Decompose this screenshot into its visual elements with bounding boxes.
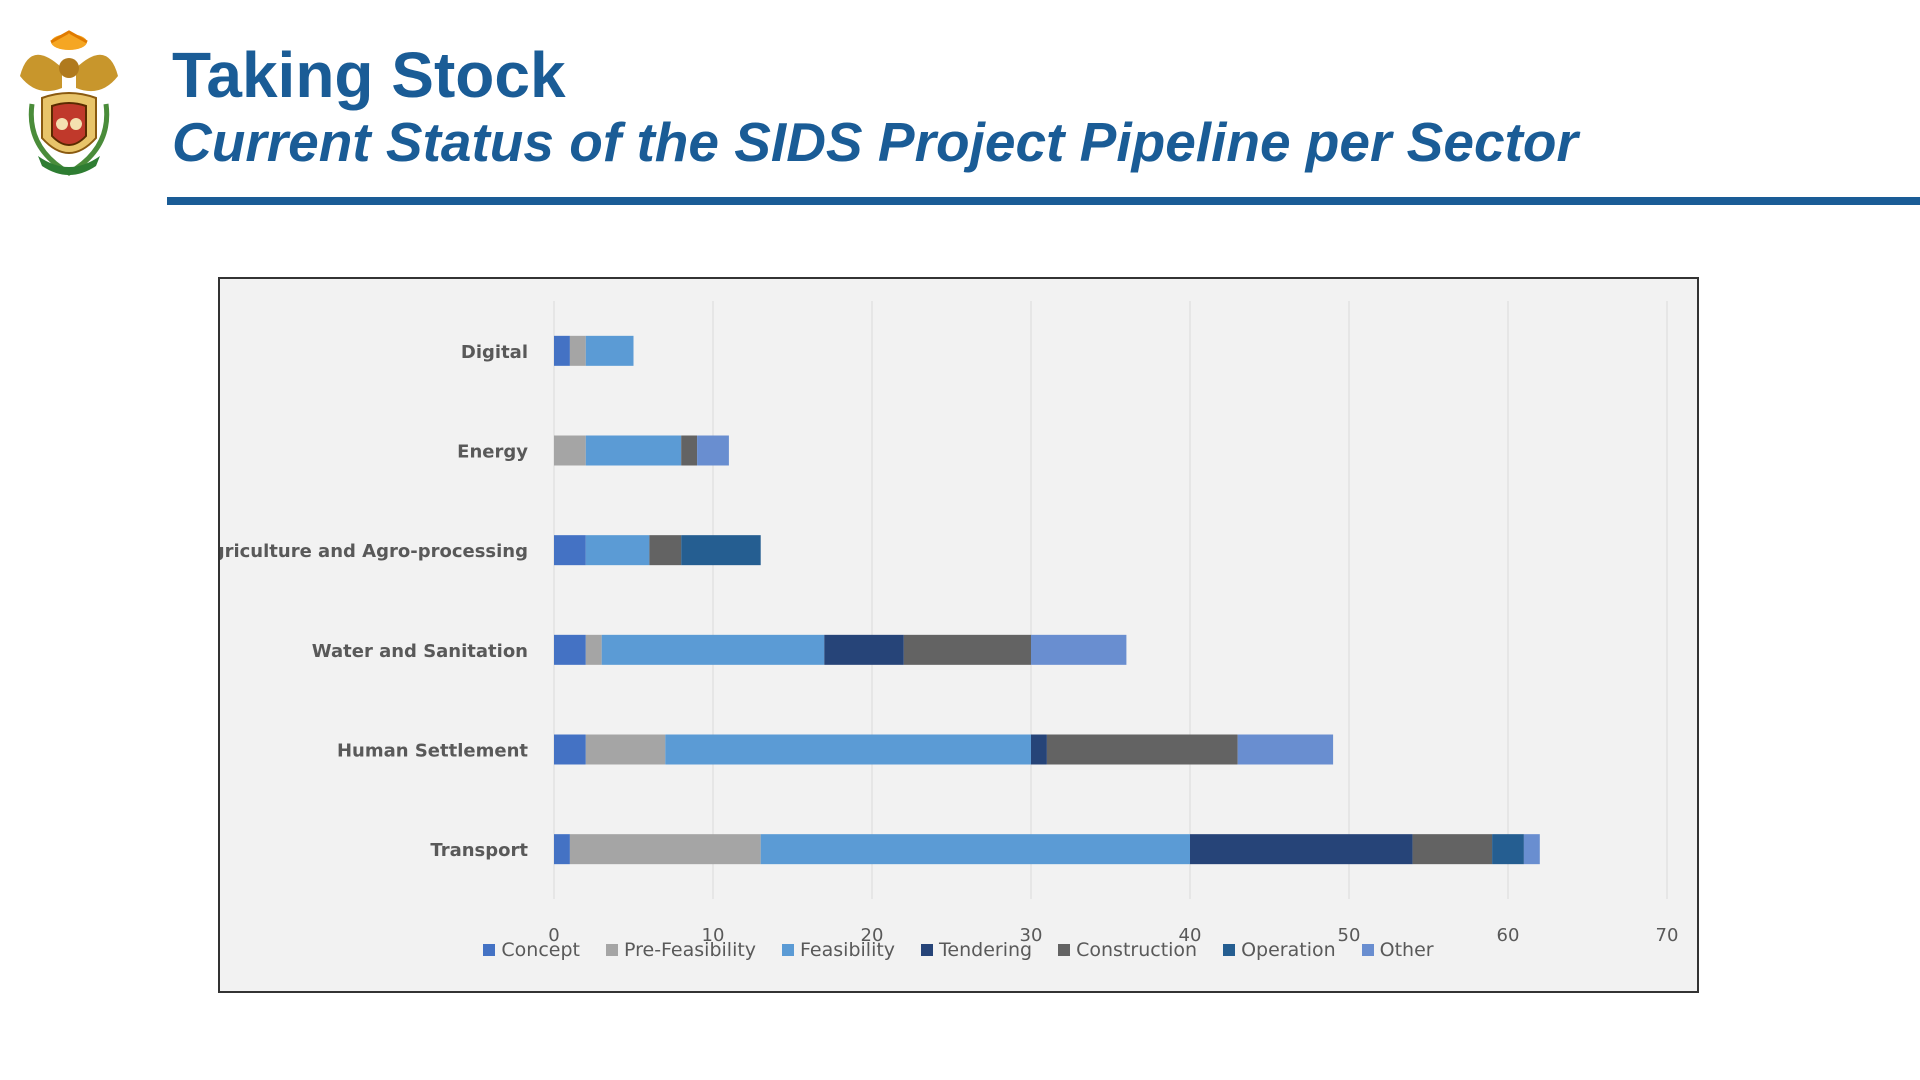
- bar-segment: [554, 535, 586, 566]
- legend-label: Feasibility: [800, 939, 896, 961]
- legend-swatch: [1361, 944, 1374, 956]
- coat-of-arms-icon: [12, 28, 126, 180]
- category-label: Transport: [430, 840, 528, 861]
- bar-segment: [601, 634, 825, 665]
- bar-segment: [554, 335, 570, 366]
- bar-segment: [569, 335, 586, 366]
- bar-segment: [554, 734, 586, 765]
- bar-segment: [1046, 734, 1238, 765]
- legend-item: Feasibility: [782, 939, 895, 961]
- bar-segment: [649, 535, 682, 566]
- legend-item: Concept: [483, 939, 580, 961]
- bar-segment: [1523, 834, 1540, 865]
- x-tick-label: 60: [1497, 925, 1520, 946]
- legend-label: Concept: [501, 939, 580, 961]
- x-tick-label: 20: [861, 925, 884, 946]
- category-label: Water and Sanitation: [312, 641, 528, 662]
- legend-item: Construction: [1058, 939, 1197, 961]
- bar-segment: [903, 634, 1031, 665]
- bar-segment: [681, 435, 698, 466]
- legend-item: Operation: [1223, 939, 1336, 961]
- legend-label: Operation: [1241, 939, 1336, 961]
- category-label: Human Settlement: [337, 741, 528, 762]
- x-tick-label: 0: [548, 925, 559, 946]
- x-tick-label: 10: [702, 925, 725, 946]
- bar-segment: [585, 335, 634, 366]
- x-tick-label: 70: [1656, 925, 1679, 946]
- bar-segment: [1031, 634, 1127, 665]
- legend-swatch: [782, 944, 795, 956]
- bar-segment: [760, 834, 1190, 865]
- legend-swatch: [1223, 944, 1236, 956]
- x-tick-label: 30: [1020, 925, 1043, 946]
- x-tick-label: 40: [1179, 925, 1202, 946]
- bar-segment: [585, 634, 602, 665]
- page-title: Taking Stock: [172, 39, 566, 111]
- legend-swatch: [921, 944, 934, 956]
- legend-item: Tendering: [921, 939, 1032, 961]
- legend-label: Other: [1379, 939, 1434, 961]
- bar-segment: [569, 834, 761, 865]
- legend-swatch: [483, 944, 496, 956]
- x-tick-label: 50: [1338, 925, 1361, 946]
- header-divider: [167, 197, 1920, 205]
- bar-segment: [554, 435, 586, 466]
- bar-segment: [585, 435, 682, 466]
- category-label: Energy: [457, 442, 528, 463]
- bar-segment: [585, 535, 650, 566]
- stacked-bar-chart: 0 10 20 30 40 50 60 70 Digital Energy Agriculture …: [220, 301, 1679, 946]
- chart-area: 0 10 20 30 40 50 60 70 Digital Energy Agriculture …: [218, 277, 1699, 993]
- legend-label: Pre-Feasibility: [623, 939, 757, 961]
- category-label: Digital: [461, 342, 528, 363]
- bar-segment: [585, 734, 666, 765]
- bar-segment: [681, 535, 761, 566]
- legend-item: Pre-Feasibility: [605, 939, 757, 961]
- bar-segment: [554, 834, 570, 865]
- chart-legend: Concept Pre-Feasibility Feasibility Tenderi…: [220, 939, 1697, 961]
- bar-segment: [665, 734, 1031, 765]
- bar-segment: [1031, 734, 1047, 765]
- bar-segment: [824, 634, 904, 665]
- legend-item: Other: [1361, 939, 1434, 961]
- bar-segment: [1412, 834, 1493, 865]
- legend-label: Construction: [1076, 939, 1198, 961]
- bar-segment: [554, 634, 586, 665]
- category-label: Agriculture and Agro-processing: [220, 541, 528, 562]
- page-subtitle: Current Status of the SIDS Project Pipel…: [172, 111, 1578, 173]
- legend-label: Tendering: [939, 939, 1033, 961]
- legend-swatch: [605, 944, 618, 956]
- bar-segment: [1492, 834, 1524, 865]
- legend-swatch: [1058, 944, 1071, 956]
- bar-segment: [697, 435, 729, 466]
- bar-segment: [1237, 734, 1334, 765]
- bar-segment: [1190, 834, 1413, 865]
